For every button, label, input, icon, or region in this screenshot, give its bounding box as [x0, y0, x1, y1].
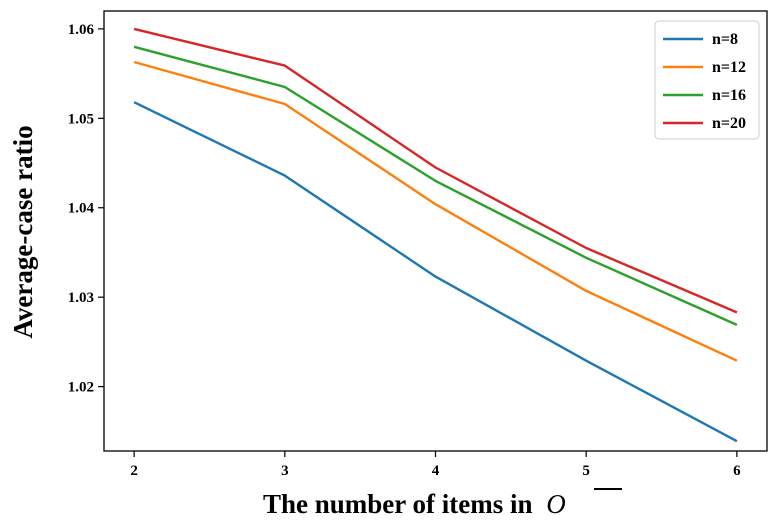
legend: n=8 n=12 n=16 n=20	[654, 20, 760, 140]
y-tick-label: 1.02	[68, 380, 94, 396]
x-axis-ticks: 2 3 4 5 6	[130, 451, 741, 479]
x-tick-label: 4	[432, 463, 440, 479]
x-axis-title-text: The number of items in	[263, 489, 533, 519]
series-lines	[133, 27, 738, 443]
series-line-n-20	[133, 27, 738, 314]
x-tick-label: 6	[733, 463, 741, 479]
y-axis-ticks: 1.02 1.03 1.04 1.05 1.06	[68, 22, 104, 396]
legend-label: n=8	[712, 31, 738, 48]
series-line-n-12	[133, 60, 738, 362]
y-axis-title: Average-case ratio	[8, 125, 38, 338]
x-axis-title-symbol: O	[546, 489, 566, 519]
y-tick-label: 1.04	[68, 201, 95, 217]
x-tick-label: 2	[130, 463, 138, 479]
legend-label: n=12	[712, 59, 746, 76]
series-line-n-8	[133, 101, 738, 443]
x-tick-label: 5	[582, 463, 590, 479]
legend-label: n=16	[712, 87, 746, 104]
x-tick-label: 3	[281, 463, 289, 479]
legend-label: n=20	[712, 115, 746, 132]
series-line-n-16	[133, 45, 738, 326]
legend-box	[654, 20, 760, 140]
x-axis-title: The number of items in O	[263, 489, 566, 519]
y-tick-label: 1.05	[68, 111, 94, 127]
y-tick-label: 1.06	[68, 22, 95, 38]
y-tick-label: 1.03	[68, 290, 94, 306]
